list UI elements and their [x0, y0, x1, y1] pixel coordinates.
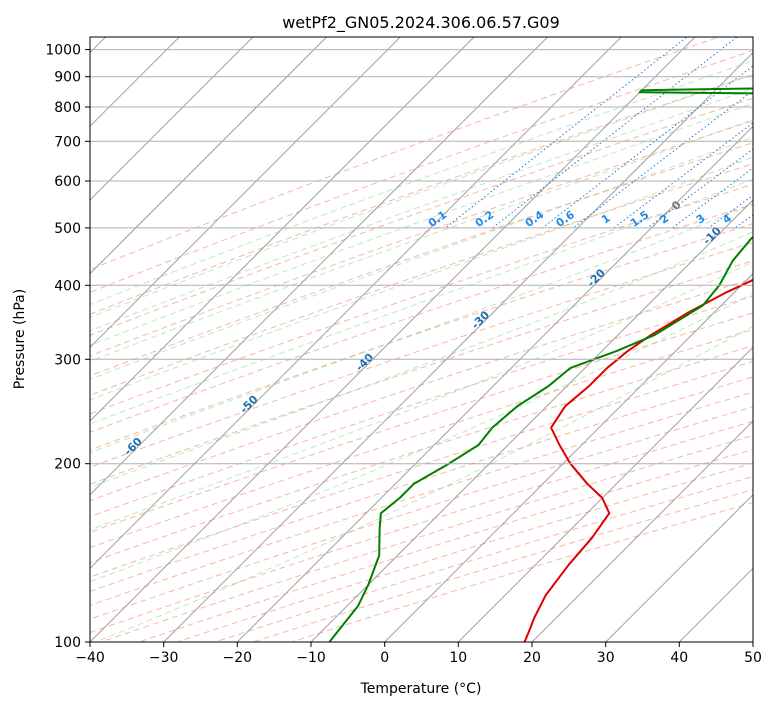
x-tick-label: −40 [75, 650, 105, 666]
y-tick-label: 1000 [45, 43, 81, 59]
moist-adiabat-line [90, 118, 753, 362]
moist-adiabat-line [90, 203, 753, 454]
isotherm-line [90, 37, 475, 422]
moist-adiabat-line [90, 178, 753, 425]
plot-frame [89, 36, 754, 643]
moist-adiabat-line [90, 87, 753, 332]
moist-adiabat-line [94, 325, 753, 642]
dry-adiabat-line [289, 501, 753, 642]
dry-adiabat-line [90, 328, 753, 549]
mixing-ratio-line [613, 122, 753, 229]
y-tick-label: 400 [54, 278, 81, 294]
moist-adiabat-line [90, 231, 753, 488]
isotherm-label: -70 [6, 477, 29, 500]
mixing-ratio-line [672, 167, 753, 229]
chart-title: wetPf2_GN05.2024.306.06.57.G09 [282, 13, 560, 33]
isotherm-line [531, 420, 753, 642]
dry-adiabat-line [90, 391, 753, 606]
x-tick-label: −20 [223, 650, 253, 666]
y-tick-label: 200 [54, 457, 81, 473]
dry-adiabat-line [90, 183, 753, 415]
x-tick-label: 30 [597, 650, 615, 666]
isotherm-line [457, 346, 753, 642]
y-tick-label: 600 [54, 174, 81, 190]
y-axis-label: Pressure (hPa) [12, 289, 28, 389]
isotherm-line [310, 199, 753, 642]
mixing-ratio-line [572, 90, 753, 229]
x-tick-label: −10 [296, 650, 326, 666]
dry-adiabat-line [90, 50, 753, 293]
isotherm-line [90, 37, 402, 349]
dry-adiabat-line [90, 203, 753, 433]
moist-adiabat-line [90, 136, 753, 380]
dry-adiabat-line [90, 312, 753, 533]
x-axis-label: Temperature (°C) [360, 681, 482, 697]
x-tick-label: 50 [744, 650, 762, 666]
dry-adiabat-line [175, 462, 753, 642]
dewpoint-profile-line [328, 87, 753, 642]
y-tick-label: 800 [54, 100, 81, 116]
temperature-profile-line [523, 278, 753, 642]
isotherm-line [90, 37, 254, 201]
dry-adiabat-line [137, 448, 753, 642]
moist-adiabat-line [90, 102, 753, 346]
x-tick-label: 40 [670, 650, 688, 666]
moist-adiabat-line [90, 73, 753, 318]
mixing-ratio-line [445, 37, 688, 229]
plot-background [90, 37, 753, 642]
x-tick-label: 20 [523, 650, 541, 666]
x-tick-label: −30 [149, 650, 179, 666]
dry-adiabat-line [90, 295, 753, 518]
isotherm-line [383, 272, 753, 642]
moist-adiabat-line [90, 60, 753, 306]
dry-adiabat-line [90, 163, 753, 396]
isotherm-line [162, 51, 753, 642]
y-tick-label: 700 [54, 134, 81, 150]
dry-adiabat-line [90, 345, 753, 564]
dry-adiabat-line [90, 97, 753, 336]
y-tick-label: 100 [54, 635, 81, 651]
mixing-ratio-line [492, 37, 738, 229]
isotherm-line [90, 37, 328, 275]
dry-adiabat-line [90, 74, 753, 315]
isotherm-line [90, 37, 623, 570]
y-tick-label: 300 [54, 352, 81, 368]
y-tick-label: 900 [54, 70, 81, 86]
isotherm-line [604, 493, 753, 642]
x-tick-label: 10 [449, 650, 467, 666]
y-tick-label: 500 [54, 221, 81, 237]
dry-adiabat-line [90, 406, 753, 620]
isotherm-line [90, 37, 549, 496]
x-tick-label: 0 [380, 650, 389, 666]
isotherm-line [236, 125, 753, 642]
isotherm-line [90, 37, 696, 642]
